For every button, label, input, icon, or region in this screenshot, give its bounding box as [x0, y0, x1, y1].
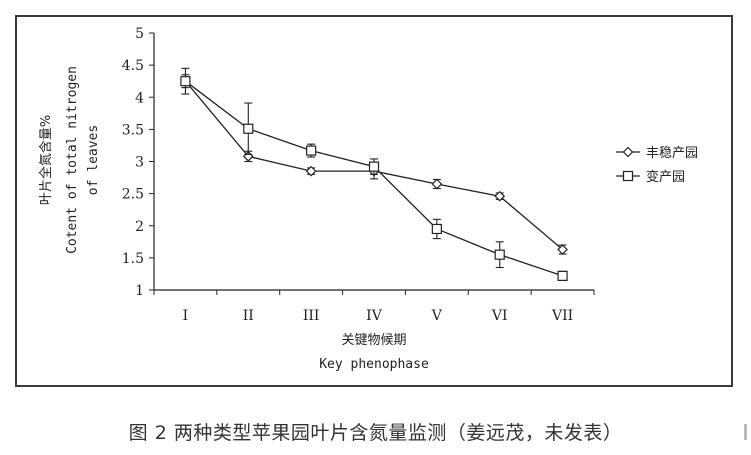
data-point: [305, 165, 317, 177]
data-point: [243, 123, 254, 134]
x-tick-label: I: [183, 308, 189, 324]
x-tick-label: III: [303, 308, 320, 324]
y-axis-title-en-line1: Cotent of total nitrogen: [65, 66, 80, 254]
data-point: [431, 178, 443, 190]
figure-caption: 图 2 两种类型苹果园叶片含氮量监测（姜远茂，未发表）: [128, 422, 623, 444]
legend-marker: [622, 146, 634, 158]
y-tick-label: 2.5: [122, 187, 144, 203]
data-point: [557, 270, 568, 281]
y-tick-label: 4: [135, 90, 144, 106]
x-tick-label: V: [431, 308, 443, 324]
data-point: [431, 223, 442, 235]
data-point: [494, 190, 506, 202]
y-tick-label: 2: [135, 219, 144, 235]
y-tick-label: 3.5: [122, 122, 144, 138]
data-point: [557, 244, 568, 255]
y-tick-label: 1.5: [122, 251, 144, 267]
y-tick-label: 1: [135, 283, 144, 299]
legend-marker: [622, 170, 634, 182]
x-tick-label: VII: [551, 308, 573, 324]
y-tick-label: 5: [135, 26, 144, 42]
y-axis-title-cn: 叶片全氮含量%: [38, 115, 54, 205]
y-axis-title-en-line2: of leaves: [86, 125, 101, 195]
y-tick-label: 4.5: [122, 58, 144, 74]
x-axis-title-cn: 关键物候期: [341, 333, 406, 348]
data-point: [306, 145, 317, 156]
data-point: [494, 249, 505, 260]
data-point: [368, 161, 380, 172]
x-axis-title-en: Key phenophase: [319, 357, 429, 372]
figure-frame: [15, 15, 733, 387]
series-2: [180, 67, 568, 281]
data-point: [180, 76, 191, 87]
legend-label: 丰稳产园: [646, 145, 698, 161]
legend-label: 变产园: [646, 169, 685, 185]
page-edge-mark: [744, 424, 747, 440]
y-tick-label: 3: [135, 155, 144, 171]
x-tick-label: VI: [491, 308, 508, 324]
x-tick-label: II: [243, 308, 254, 324]
x-tick-label: IV: [366, 308, 383, 324]
